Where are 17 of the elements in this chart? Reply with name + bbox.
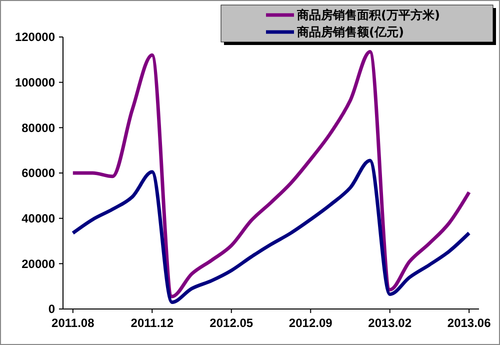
- x-tick-label: 2011.08: [52, 316, 95, 330]
- y-tick-label: 60000: [22, 166, 56, 180]
- x-tick-label: 2012.05: [210, 316, 254, 330]
- y-tick-label: 80000: [22, 120, 56, 135]
- x-tick-label: 2013.02: [368, 316, 412, 330]
- y-tick-label: 100000: [14, 76, 56, 90]
- x-tick-label: 2011.12: [130, 316, 174, 330]
- line-series: [71, 158, 471, 304]
- y-tick-label: 40000: [22, 212, 56, 226]
- legend-label: 商品房销售面积(万平方米): [296, 8, 440, 22]
- x-tick-label: 2013.06: [447, 316, 492, 330]
- y-tick-label: 0: [48, 302, 56, 316]
- x-tick-label: 2012.09: [288, 316, 333, 330]
- legend-label: 商品房销售额(亿元): [296, 25, 404, 40]
- line-series: [71, 50, 471, 298]
- y-tick-label: 120000: [14, 30, 56, 44]
- y-tick-label: 20000: [22, 256, 56, 271]
